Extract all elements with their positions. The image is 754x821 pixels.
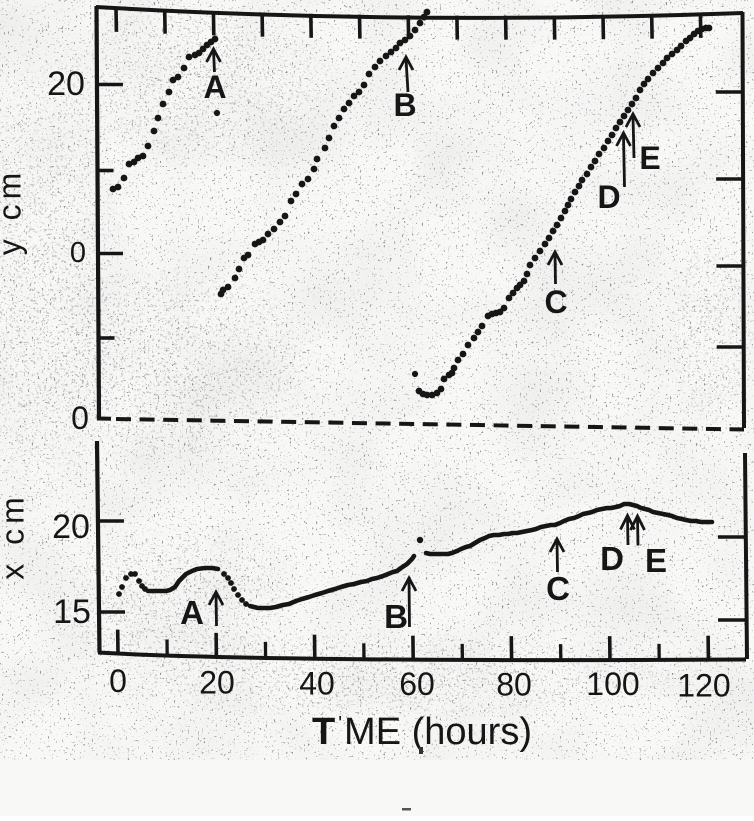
svg-text:80: 80 [496,667,532,703]
svg-text:T'ME (hours): T'ME (hours) [312,711,532,753]
svg-text:20: 20 [47,65,85,103]
svg-text:B: B [384,598,408,635]
svg-text:0: 0 [70,237,86,269]
svg-text:15: 15 [53,593,91,631]
svg-text:60: 60 [399,666,435,702]
svg-text:E: E [639,140,660,176]
svg-text:C: C [546,570,570,607]
svg-text:40: 40 [299,666,335,702]
svg-text:E: E [645,542,667,579]
svg-text:A: A [180,594,204,631]
svg-text:C: C [544,284,567,320]
svg-text:D: D [597,179,620,215]
svg-text:A: A [203,69,226,105]
svg-text:x cm: x cm [0,492,31,580]
svg-text:B: B [393,87,416,123]
svg-text:0: 0 [71,400,89,436]
svg-text:D: D [600,540,624,577]
svg-text:0: 0 [109,663,127,699]
svg-text:20: 20 [199,665,235,701]
svg-text:100: 100 [586,666,639,702]
svg-text:20: 20 [52,508,90,546]
svg-text:120: 120 [677,668,730,704]
svg-text:y cm: y cm [0,168,28,256]
